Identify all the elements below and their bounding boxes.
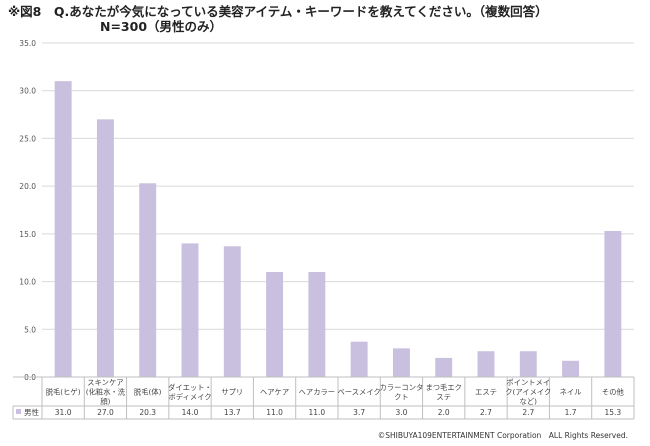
bar — [435, 357, 453, 377]
legend-series-name: 男性 — [24, 407, 39, 417]
bar — [562, 360, 580, 377]
data-table-value: 15.3 — [605, 408, 622, 417]
data-table-value: 2.0 — [438, 408, 450, 417]
data-table-value: 14.0 — [182, 408, 199, 417]
bar — [308, 272, 326, 377]
data-table-value: 20.3 — [139, 408, 156, 417]
x-category-label: ステ — [436, 392, 451, 401]
data-table-value: 13.7 — [224, 408, 241, 417]
x-category-label: ベースメイク — [338, 388, 381, 397]
bar — [54, 81, 72, 378]
data-table-value: 11.0 — [309, 408, 326, 417]
y-tick-label: 35.0 — [19, 39, 36, 48]
x-category-label: ク(アイメイク — [505, 388, 551, 397]
chart-title: ※図8 Q.あなたが今気になっている美容アイテム・キーワードを教えてください。（… — [8, 4, 548, 34]
y-tick-label: 15.0 — [19, 230, 36, 239]
x-category-label: 顔) — [100, 397, 110, 406]
x-category-label: エステ — [475, 388, 497, 397]
chart-title-line1: ※図8 Q.あなたが今気になっている美容アイテム・キーワードを教えてください。（… — [8, 4, 548, 19]
data-table-value: 3.7 — [353, 408, 365, 417]
y-tick-label: 10.0 — [19, 278, 36, 287]
x-category-label: その他 — [602, 388, 625, 397]
y-tick-label: 30.0 — [19, 87, 36, 96]
bar — [96, 119, 114, 377]
x-category-label: サプリ — [221, 388, 243, 397]
data-table-value: 2.7 — [480, 408, 492, 417]
data-table-value: 3.0 — [395, 408, 407, 417]
bar — [223, 246, 241, 377]
x-category-label: ネイル — [560, 388, 582, 397]
data-table-value: 31.0 — [55, 408, 72, 417]
x-category-label: まつ毛エク — [425, 383, 461, 392]
legend-swatch — [16, 409, 21, 414]
chart-title-line2: N=300（男性のみ） — [100, 19, 223, 34]
data-table-value: 2.7 — [522, 408, 534, 417]
y-tick-label: 25.0 — [19, 134, 36, 143]
x-category-label: など) — [520, 397, 538, 406]
x-category-label: 脱毛(ヒゲ) — [46, 388, 81, 397]
x-category-label: ボディメイク — [168, 392, 211, 401]
x-category-label: ダイエット・ — [168, 383, 212, 392]
bar — [266, 272, 284, 377]
x-category-label: 脱毛(体) — [134, 388, 162, 397]
bar — [604, 230, 622, 377]
x-category-label: ヘアカラー — [299, 388, 335, 397]
bar — [139, 183, 157, 377]
copyright-footer: ©SHIBUYA109ENTERTAINMENT Corporation ALL… — [377, 431, 628, 440]
data-table-value: 11.0 — [266, 408, 283, 417]
bar — [519, 351, 537, 377]
x-category-label: カラーコンタ — [380, 383, 424, 392]
bar — [477, 351, 495, 377]
data-table-value: 1.7 — [565, 408, 577, 417]
x-category-label: スキンケア — [87, 378, 123, 387]
bar — [392, 348, 410, 377]
x-category-label: ポイントメイ — [506, 378, 550, 387]
bar — [181, 243, 199, 377]
x-category-label: クト — [394, 392, 409, 401]
x-category-label: (化粧水・洗 — [86, 388, 126, 397]
data-table-value: 27.0 — [97, 408, 114, 417]
y-tick-label: 20.0 — [19, 182, 36, 191]
y-tick-label: 5.0 — [24, 325, 36, 334]
x-category-label: ヘアケア — [260, 388, 289, 397]
bar — [350, 341, 368, 377]
